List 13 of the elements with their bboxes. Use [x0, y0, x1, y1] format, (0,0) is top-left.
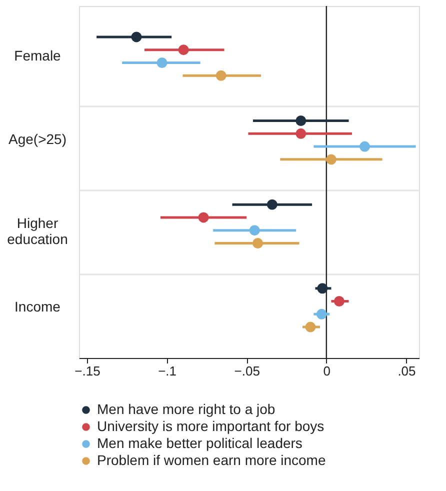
x-tick-label: 0: [323, 364, 331, 378]
x-tick-label: −.1: [158, 364, 177, 378]
x-tick-label: .05: [398, 364, 416, 378]
y-tick-label: Age(>25): [8, 131, 66, 148]
legend-label: Men make better political leaders: [97, 435, 302, 451]
legend-label: Men have more right to a job: [97, 401, 276, 417]
y-tick-label: Income: [14, 298, 61, 315]
legend-label: University is more important for boys: [97, 418, 324, 434]
y-tick-label: Higher education: [7, 214, 68, 247]
x-tick-label: −.15: [74, 364, 100, 378]
legend-label: Problem if women earn more income: [97, 452, 326, 468]
x-tick-label: −.05: [234, 364, 260, 378]
y-tick-label: Female: [14, 47, 62, 64]
